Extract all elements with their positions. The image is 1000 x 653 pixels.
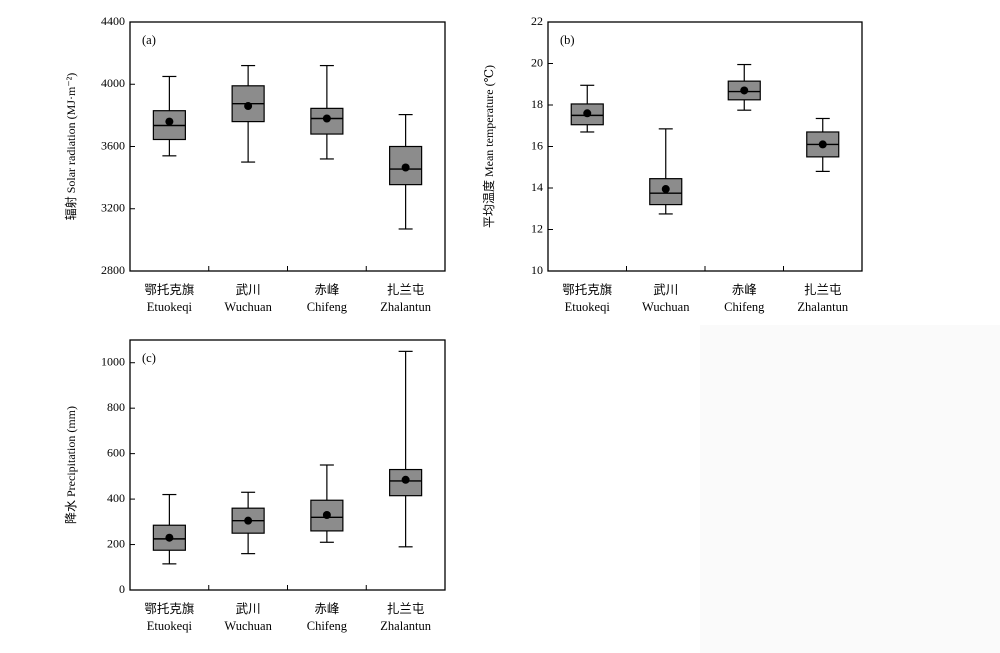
- box-plot-etuokeqi: [570, 84, 604, 133]
- mean-point: [583, 109, 592, 118]
- x-category-label-zh: 赤峰: [314, 283, 340, 297]
- x-category-label-zh: 武川: [236, 602, 261, 616]
- y-tick-label: 14: [531, 180, 543, 194]
- mean-point: [401, 475, 410, 484]
- x-category-label-en: Zhalantun: [380, 300, 431, 314]
- x-category-label-en: Wuchuan: [642, 300, 690, 314]
- y-axis-label: 平均温度 Mean temperature (℃): [481, 65, 496, 228]
- y-tick-label: 400: [107, 491, 125, 505]
- y-tick-label: 18: [531, 97, 543, 111]
- x-category-label-zh: 鄂托克旗: [562, 282, 612, 297]
- mean-point: [244, 516, 253, 525]
- y-tick-label: 200: [107, 536, 125, 550]
- mean-point: [322, 114, 331, 123]
- panel-label: (b): [560, 33, 575, 47]
- mean-point: [818, 140, 827, 149]
- x-category-label-en: Chifeng: [724, 300, 765, 314]
- y-tick-label: 600: [107, 445, 125, 459]
- y-tick-label: 3600: [101, 138, 125, 152]
- box-plot-chifeng: [310, 64, 344, 160]
- y-axis-label: 辐射 Solar radiation (MJ·m⁻²): [63, 73, 78, 221]
- mean-point: [165, 117, 174, 126]
- box-plot-chifeng: [727, 63, 761, 111]
- box-plot-wuchuan: [649, 128, 683, 215]
- y-tick-label: 12: [531, 221, 543, 235]
- box-plot-wuchuan: [231, 64, 265, 163]
- mean-point: [661, 185, 670, 194]
- y-tick-label: 16: [531, 138, 543, 152]
- background-shade: [700, 325, 1000, 653]
- x-category-label-en: Etuokeqi: [565, 300, 611, 314]
- panel-a: 2800 3200 3600 4000 4400 鄂托克旗 Etuokeqi 武川 Wuchua…: [63, 14, 446, 314]
- y-tick-label: 20: [531, 55, 543, 69]
- y-tick-label: 4000: [101, 76, 125, 90]
- box-plot-zhalantun: [389, 113, 423, 230]
- panel-label: (c): [142, 351, 156, 365]
- mean-point: [740, 86, 749, 95]
- x-category-label-en: Wuchuan: [224, 619, 272, 633]
- y-tick-label: 22: [531, 14, 543, 28]
- x-category-label-en: Etuokeqi: [147, 619, 193, 633]
- y-axis-label: 降水 Precipitation (mm): [64, 406, 78, 524]
- x-category-label-en: Wuchuan: [224, 300, 272, 314]
- box-plot-chifeng: [310, 464, 344, 543]
- panel-c: 0 200 400 600 800 1000 鄂托克旗 Etuokeqi 武川 Wuchuan 赤峰…: [64, 339, 446, 633]
- x-category-label-zh: 武川: [653, 283, 678, 297]
- box-plot-etuokeqi: [152, 75, 186, 157]
- x-category-label-zh: 鄂托克旗: [144, 282, 194, 297]
- x-category-label-zh: 扎兰屯: [387, 283, 425, 297]
- mean-point: [244, 102, 253, 111]
- x-category-label-en: Zhalantun: [797, 300, 848, 314]
- y-tick-label: 2800: [101, 263, 125, 277]
- panel-b: 10 12 14 16 18 20 22 鄂托克旗 Etuokeqi 武川 Wuchuan 赤峰 Chi…: [481, 14, 863, 314]
- y-tick-label: 4400: [101, 14, 125, 28]
- box-plot-etuokeqi: [152, 493, 186, 565]
- box-plot-zhalantun: [806, 117, 840, 172]
- y-tick-label: 3200: [101, 201, 125, 215]
- mean-point: [322, 511, 331, 519]
- x-category-label-en: Chifeng: [307, 619, 348, 633]
- iqr-box: [389, 468, 423, 497]
- x-category-label-en: Zhalantun: [380, 619, 431, 633]
- plot-frame: [129, 339, 446, 591]
- x-category-label-zh: 扎兰屯: [387, 602, 425, 616]
- y-tick-label: 1000: [101, 354, 125, 368]
- x-category-label-en: Etuokeqi: [147, 300, 193, 314]
- x-category-label-zh: 武川: [236, 283, 261, 297]
- x-category-label-en: Chifeng: [307, 300, 348, 314]
- y-tick-label: 10: [531, 263, 543, 277]
- mean-point: [401, 163, 410, 172]
- y-tick-label: 0: [119, 582, 125, 596]
- box-plot-zhalantun: [389, 350, 423, 548]
- x-category-label-zh: 扎兰屯: [804, 283, 842, 297]
- x-category-label-zh: 赤峰: [732, 283, 758, 297]
- panel-label: (a): [142, 33, 156, 47]
- mean-point: [165, 533, 174, 542]
- box-plot-wuchuan: [231, 491, 265, 555]
- x-category-label-zh: 赤峰: [314, 602, 340, 616]
- x-category-label-zh: 鄂托克旗: [144, 601, 194, 616]
- y-tick-label: 800: [107, 400, 125, 414]
